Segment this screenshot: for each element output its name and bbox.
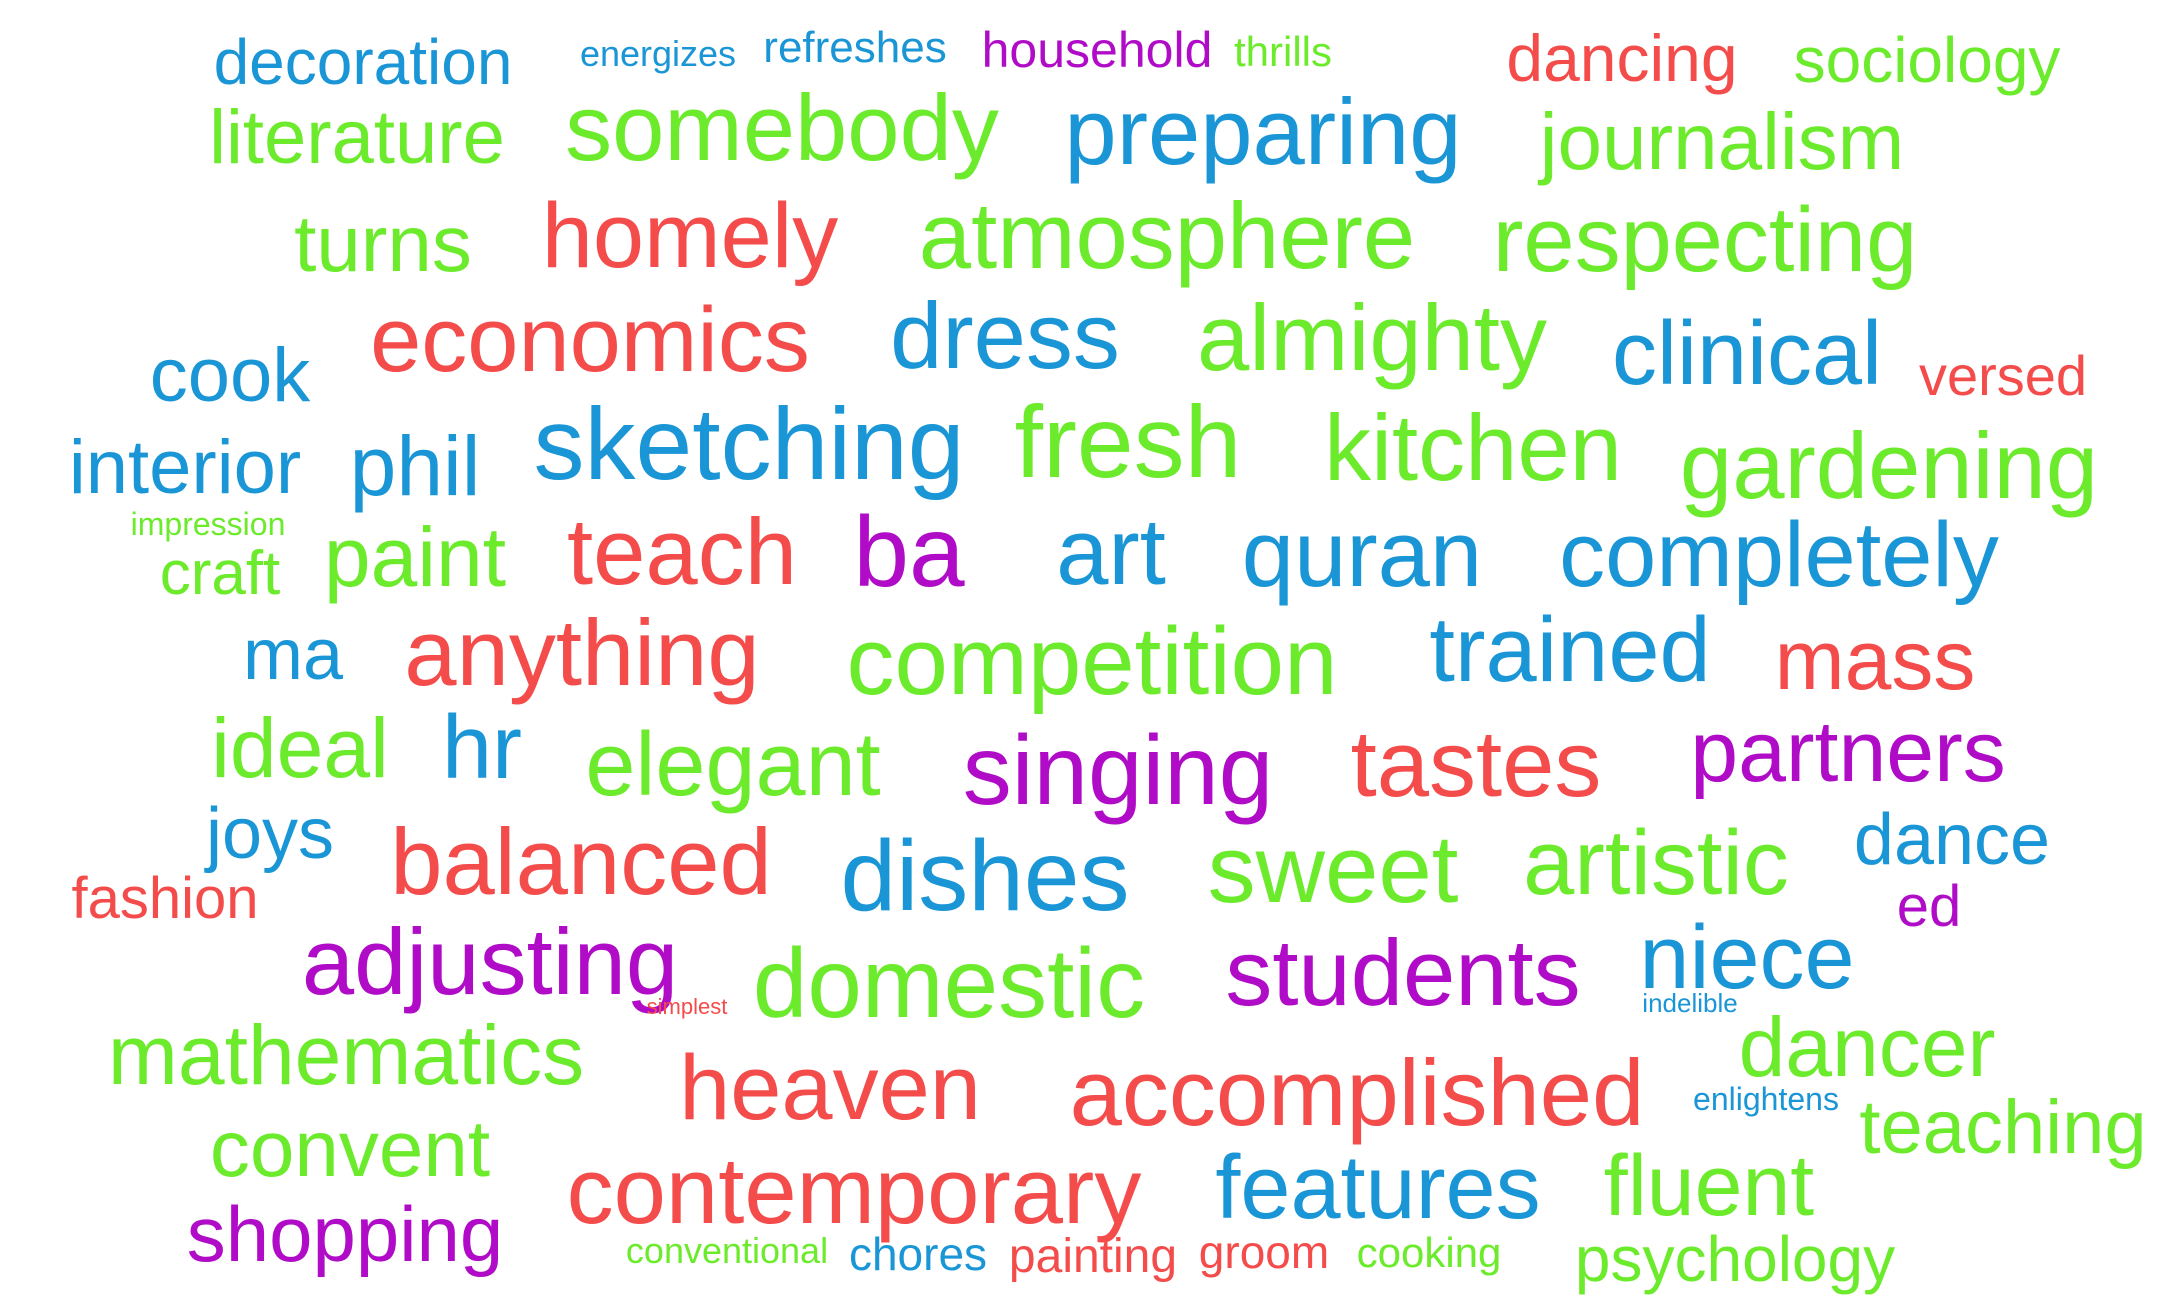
cloud-word-singing: singing: [962, 715, 1274, 825]
cloud-word-ed: ed: [1896, 874, 1962, 939]
cloud-word-adjusting: adjusting: [301, 909, 679, 1014]
cloud-word-anything: anything: [404, 600, 760, 705]
cloud-word-teach: teach: [567, 499, 797, 604]
cloud-word-homely: homely: [541, 185, 839, 287]
cloud-word-joys: joys: [205, 794, 335, 874]
cloud-word-fresh: fresh: [1014, 385, 1242, 499]
cloud-word-competition: competition: [846, 608, 1338, 715]
cloud-word-trained: trained: [1429, 599, 1711, 701]
cloud-word-psychology: psychology: [1574, 1223, 1896, 1295]
cloud-word-interior: interior: [68, 425, 302, 510]
cloud-word-sociology: sociology: [1793, 24, 2061, 96]
cloud-word-convent: convent: [209, 1104, 491, 1193]
cloud-word-painting: painting: [1008, 1230, 1178, 1283]
cloud-word-clinical: clinical: [1611, 304, 1883, 404]
cloud-word-dancer: dancer: [1738, 1000, 1996, 1094]
cloud-word-art: art: [1056, 499, 1166, 604]
cloud-word-phil: phil: [349, 419, 481, 513]
cloud-word-simplest: simplest: [646, 994, 728, 1019]
cloud-word-tastes: tastes: [1350, 711, 1602, 816]
cloud-word-refreshes: refreshes: [763, 23, 947, 72]
cloud-word-elegant: elegant: [585, 715, 881, 815]
cloud-word-teaching: teaching: [1859, 1085, 2147, 1170]
cloud-word-household: household: [981, 22, 1213, 78]
cloud-word-partners: partners: [1690, 704, 2006, 800]
cloud-word-ma: ma: [242, 615, 344, 695]
cloud-word-sketching: sketching: [533, 387, 965, 501]
cloud-word-dishes: dishes: [840, 820, 1130, 932]
cloud-word-energizes: energizes: [579, 33, 737, 74]
cloud-word-balanced: balanced: [390, 809, 772, 914]
cloud-word-sweet: sweet: [1207, 816, 1459, 923]
cloud-word-heaven: heaven: [679, 1037, 981, 1139]
cloud-word-conventional: conventional: [625, 1230, 829, 1271]
cloud-word-ba: ba: [853, 496, 965, 608]
cloud-word-indelible: indelible: [1642, 988, 1738, 1018]
cloud-word-versed: versed: [1918, 344, 2088, 407]
cloud-word-niece: niece: [1639, 908, 1855, 1008]
cloud-word-literature: literature: [209, 95, 505, 180]
cloud-word-features: features: [1215, 1138, 1541, 1238]
cloud-word-dress: dress: [890, 283, 1120, 388]
cloud-word-almighty: almighty: [1196, 285, 1548, 390]
cloud-word-decoration: decoration: [213, 26, 513, 98]
cloud-word-quran: quran: [1241, 501, 1483, 606]
cloud-word-contemporary: contemporary: [566, 1138, 1142, 1243]
cloud-word-kitchen: kitchen: [1324, 395, 1622, 500]
cloud-word-mathematics: mathematics: [107, 1008, 585, 1102]
cloud-word-gardening: gardening: [1679, 413, 2099, 518]
cloud-word-chores: chores: [848, 1228, 988, 1280]
cloud-word-accomplished: accomplished: [1069, 1040, 1645, 1145]
cloud-word-shopping: shopping: [186, 1190, 504, 1278]
cloud-word-turns: turns: [294, 199, 472, 288]
cloud-word-students: students: [1225, 920, 1581, 1025]
cloud-word-completely: completely: [1559, 504, 1999, 606]
cloud-word-mass: mass: [1774, 613, 1976, 707]
cloud-word-dance: dance: [1853, 800, 2051, 880]
cloud-word-artistic: artistic: [1523, 812, 1789, 914]
cloud-word-dancing: dancing: [1506, 21, 1738, 95]
cloud-word-preparing: preparing: [1064, 79, 1462, 184]
cloud-word-respecting: respecting: [1492, 189, 1918, 291]
cloud-word-thrills: thrills: [1233, 28, 1333, 75]
cloud-word-hr: hr: [441, 698, 523, 798]
cloud-word-somebody: somebody: [565, 75, 999, 180]
cloud-word-domestic: domestic: [752, 928, 1146, 1038]
cloud-word-cooking: cooking: [1356, 1229, 1502, 1276]
cloud-word-fluent: fluent: [1603, 1138, 1815, 1234]
cloud-word-groom: groom: [1198, 1226, 1330, 1278]
cloud-word-paint: paint: [323, 510, 507, 604]
cloud-word-enlightens: enlightens: [1693, 1081, 1839, 1117]
cloud-word-economics: economics: [370, 289, 810, 391]
cloud-word-journalism: journalism: [1539, 97, 1905, 186]
cloud-word-ideal: ideal: [211, 701, 389, 795]
cloud-word-cook: cook: [149, 333, 311, 418]
cloud-word-craft: craft: [159, 539, 281, 608]
cloud-word-atmosphere: atmosphere: [918, 183, 1416, 288]
cloud-word-impression: impression: [130, 506, 286, 542]
cloud-word-fashion: fashion: [71, 866, 259, 931]
